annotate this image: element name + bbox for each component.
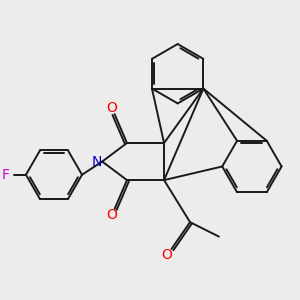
Text: F: F: [1, 168, 9, 182]
Text: O: O: [106, 208, 117, 222]
Text: N: N: [92, 154, 103, 169]
Text: O: O: [106, 101, 117, 115]
Text: O: O: [161, 248, 172, 262]
